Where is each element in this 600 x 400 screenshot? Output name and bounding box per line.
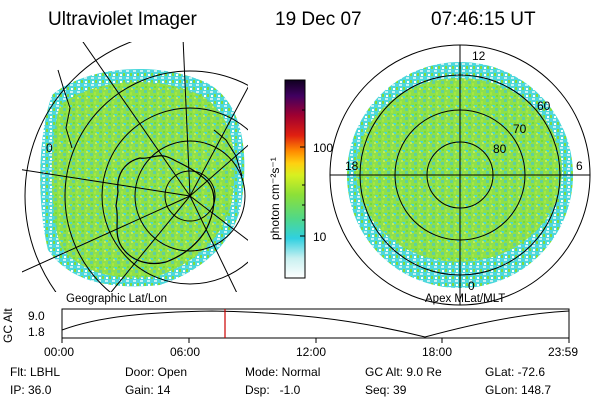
altitude-x-tick-1: 06:00 bbox=[170, 345, 201, 359]
mlat-label-70: 70 bbox=[513, 122, 527, 136]
polar-map-label: Apex MLat/MLT bbox=[425, 293, 506, 305]
altitude-x-tick-4: 23:59 bbox=[548, 345, 579, 359]
info-door: Door: Open bbox=[125, 365, 188, 379]
altitude-y-label: GC Alt bbox=[1, 308, 15, 343]
colorbar-tick-100: 100 bbox=[313, 141, 333, 155]
altitude-plot-frame bbox=[61, 308, 570, 339]
geo-aurora-oval bbox=[51, 81, 235, 278]
south-america-coastline bbox=[57, 69, 73, 149]
altitude-x-tick-0: 00:00 bbox=[44, 345, 75, 359]
mlat-label-80: 80 bbox=[493, 142, 507, 156]
info-filter: Flt: LBHL bbox=[10, 365, 61, 379]
mlt-label-0: 0 bbox=[468, 279, 475, 293]
observation-date: 19 Dec 07 bbox=[275, 9, 362, 30]
altitude-y-tick-1: 1.8 bbox=[28, 325, 45, 339]
polar-aurora-oval bbox=[356, 78, 562, 262]
altitude-plot bbox=[61, 308, 570, 343]
colorbar: 100 10 photon cm⁻²s⁻¹ bbox=[268, 79, 333, 279]
geo-lon-tick-label: 0 bbox=[46, 141, 53, 155]
info-ip: IP: 36.0 bbox=[10, 383, 52, 397]
observation-time: 07:46:15 UT bbox=[431, 9, 536, 30]
geographic-map bbox=[22, 42, 248, 292]
altitude-y-tick-9: 9.0 bbox=[28, 309, 45, 323]
mlt-label-6: 6 bbox=[576, 159, 583, 173]
info-glon: GLon: 148.7 bbox=[485, 383, 552, 397]
mlt-label-18: 18 bbox=[345, 159, 359, 173]
mlt-label-12: 12 bbox=[472, 49, 486, 63]
altitude-x-tick-2: 12:00 bbox=[296, 345, 327, 359]
antarctica-coastline bbox=[115, 155, 215, 265]
info-gain: Gain: 14 bbox=[125, 383, 171, 397]
info-dsp: Dsp: -1.0 bbox=[245, 383, 301, 397]
geo-lon-lines bbox=[22, 42, 248, 292]
colorbar-gradient bbox=[284, 79, 306, 279]
geo-lat-circles bbox=[24, 42, 248, 292]
altitude-curve bbox=[61, 310, 570, 338]
geo-map-label: Geographic Lat/Lon bbox=[66, 293, 168, 305]
info-seq: Seq: 39 bbox=[365, 383, 407, 397]
mlat-label-60: 60 bbox=[537, 99, 551, 113]
colorbar-unit-label: photon cm⁻²s⁻¹ bbox=[268, 157, 282, 240]
instrument-title: Ultraviolet Imager bbox=[48, 9, 197, 30]
info-gc-alt: GC Alt: 9.0 Re bbox=[365, 365, 442, 379]
info-mode: Mode: Normal bbox=[245, 365, 321, 379]
altitude-x-tick-3: 18:00 bbox=[422, 345, 453, 359]
colorbar-tick-10: 10 bbox=[313, 230, 327, 244]
polar-map: 12 18 6 0 60 70 80 bbox=[329, 44, 591, 306]
australia-coastline bbox=[213, 129, 243, 177]
info-glat: GLat: -72.6 bbox=[485, 365, 546, 379]
